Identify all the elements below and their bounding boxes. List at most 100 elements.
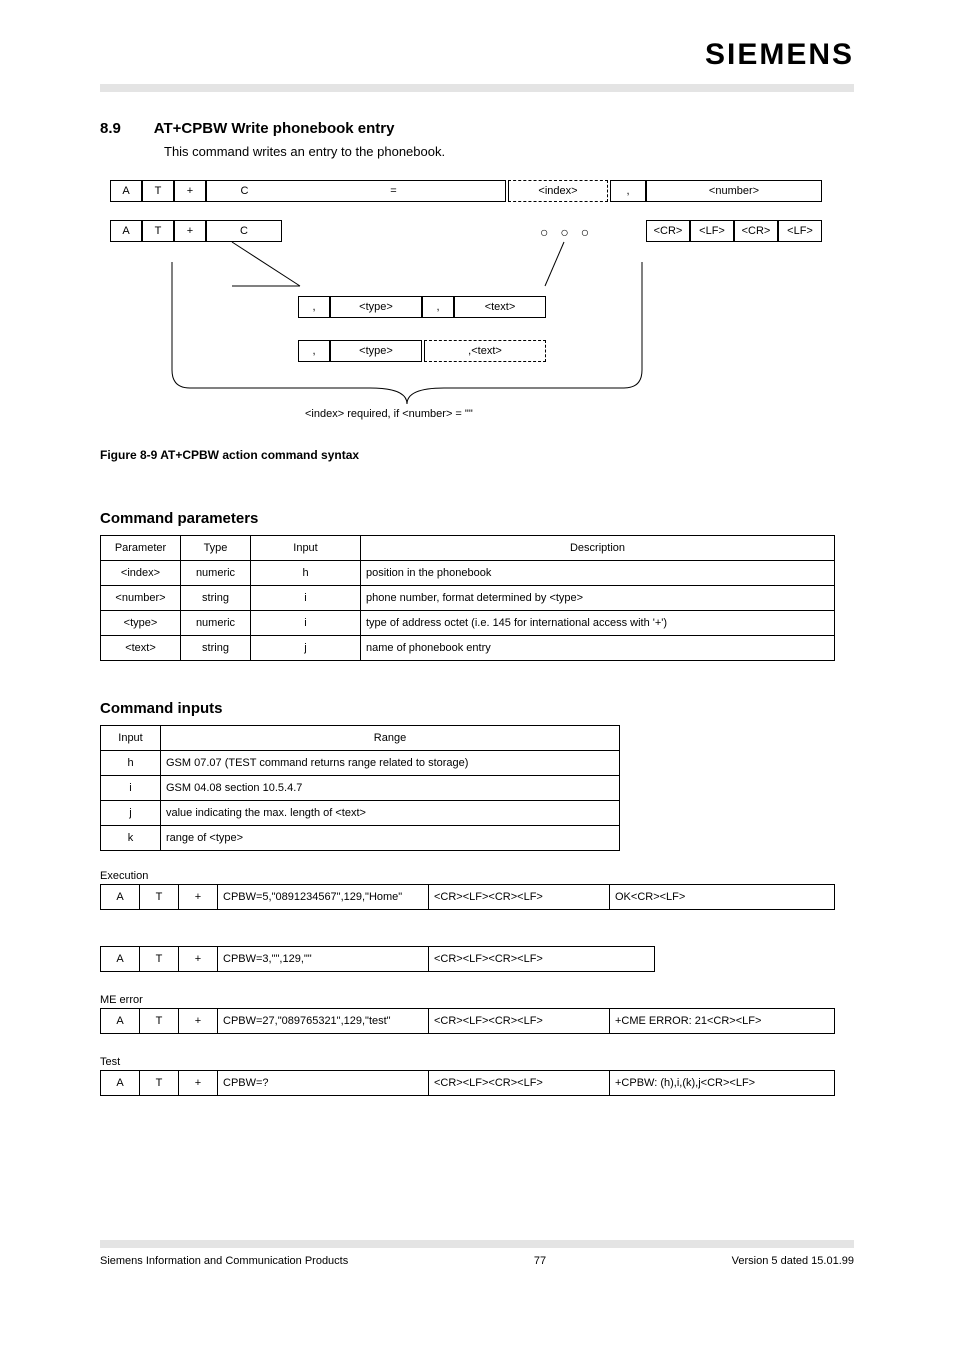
syntax-diagram: A T + C = <index> , <number> A T + C ○ ○… <box>110 180 830 440</box>
cell: j <box>101 801 161 826</box>
table-row: <number> string i phone number, format d… <box>101 586 835 611</box>
footer-center: 77 <box>534 1255 546 1267</box>
cell: j <box>251 636 361 661</box>
diag-cell: <CR> <box>646 220 690 242</box>
diag-cell: , <box>298 296 330 318</box>
section-heading: 8.9 AT+CPBW Write phonebook entry <box>100 120 394 138</box>
table-row: <type> numeric i type of address octet (… <box>101 611 835 636</box>
cell: +CPBW: (h),i,(k),j<CR><LF> <box>610 1071 835 1096</box>
section-title-text: AT+CPBW Write phonebook entry <box>154 120 395 137</box>
cell: + <box>179 885 218 910</box>
figure-caption: Figure 8-9 AT+CPBW action command syntax <box>100 448 359 462</box>
cell: <CR><LF><CR><LF> <box>429 885 610 910</box>
cell: GSM 04.08 section 10.5.4.7 <box>161 776 620 801</box>
cell: <type> <box>101 611 181 636</box>
diag-cell: <LF> <box>690 220 734 242</box>
diag-cell: T <box>142 180 174 202</box>
cell: name of phonebook entry <box>361 636 835 661</box>
cell: i <box>251 586 361 611</box>
cell: range of <type> <box>161 826 620 851</box>
diag-cell: <type> <box>330 296 422 318</box>
example-row: A T + CPBW=3,"",129,"" <CR><LF><CR><LF> <box>100 946 655 972</box>
cell: string <box>181 586 251 611</box>
example-row: A T + CPBW=? <CR><LF><CR><LF> +CPBW: (h)… <box>100 1070 835 1096</box>
diag-cell: , <box>610 180 646 202</box>
cell: i <box>251 611 361 636</box>
top-divider <box>100 84 854 92</box>
cell: h <box>101 751 161 776</box>
col-header: Input <box>251 536 361 561</box>
cell: OK<CR><LF> <box>610 885 835 910</box>
cell: type of address octet (i.e. 145 for inte… <box>361 611 835 636</box>
cell: CPBW=5,"0891234567",129,"Home" <box>218 885 429 910</box>
cell: + <box>179 1009 218 1034</box>
diag-cell: , <box>298 340 330 362</box>
cell: A <box>101 885 140 910</box>
cell: i <box>101 776 161 801</box>
section-number: 8.9 <box>100 120 121 137</box>
table-row: i GSM 04.08 section 10.5.4.7 <box>101 776 620 801</box>
example-label: ME error <box>100 994 143 1006</box>
cell: <CR><LF><CR><LF> <box>429 947 655 972</box>
diag-cell: C <box>206 180 282 202</box>
cell: GSM 07.07 (TEST command returns range re… <box>161 751 620 776</box>
cell: numeric <box>181 561 251 586</box>
cell: T <box>140 1071 179 1096</box>
cell: CPBW=27,"089765321",129,"test" <box>218 1009 429 1034</box>
cell: + <box>179 947 218 972</box>
diag-cell-optional: ,<text> <box>424 340 546 362</box>
cell: numeric <box>181 611 251 636</box>
diag-ellipsis: ○ ○ ○ <box>540 224 593 240</box>
diag-cell: , <box>422 296 454 318</box>
cell: string <box>181 636 251 661</box>
cell: +CME ERROR: 21<CR><LF> <box>610 1009 835 1034</box>
diag-cell: <number> <box>646 180 822 202</box>
inputs-table: Input Range h GSM 07.07 (TEST command re… <box>100 725 620 851</box>
footer-right: Version 5 dated 15.01.99 <box>732 1255 854 1267</box>
cell: <CR><LF><CR><LF> <box>429 1009 610 1034</box>
table-row: j value indicating the max. length of <t… <box>101 801 620 826</box>
col-header: Input <box>101 726 161 751</box>
cell: phone number, format determined by <type… <box>361 586 835 611</box>
page-footer: Siemens Information and Communication Pr… <box>100 1255 854 1267</box>
diag-cell: T <box>142 220 174 242</box>
col-header: Description <box>361 536 835 561</box>
col-header: Type <box>181 536 251 561</box>
diag-cell: A <box>110 180 142 202</box>
cell: k <box>101 826 161 851</box>
cell: CPBW=3,"",129,"" <box>218 947 429 972</box>
cell: <text> <box>101 636 181 661</box>
diag-cell: <text> <box>454 296 546 318</box>
bottom-divider <box>100 1240 854 1248</box>
diag-cell: <LF> <box>778 220 822 242</box>
cell: + <box>179 1071 218 1096</box>
cell: A <box>101 1009 140 1034</box>
example-label: Execution <box>100 870 148 882</box>
diag-note: <index> required, if <number> = "" <box>305 408 473 420</box>
footer-left: Siemens Information and Communication Pr… <box>100 1255 348 1267</box>
diag-cell: + <box>174 220 206 242</box>
diag-cell: A <box>110 220 142 242</box>
table-row: k range of <type> <box>101 826 620 851</box>
cell: <CR><LF><CR><LF> <box>429 1071 610 1096</box>
cell: A <box>101 947 140 972</box>
diag-cell: <CR> <box>734 220 778 242</box>
cell: T <box>140 885 179 910</box>
example-row: A T + CPBW=5,"0891234567",129,"Home" <CR… <box>100 884 835 910</box>
cell: position in the phonebook <box>361 561 835 586</box>
diag-cell: C <box>206 220 282 242</box>
table-header-row: Input Range <box>101 726 620 751</box>
table-header-row: Parameter Type Input Description <box>101 536 835 561</box>
example-label: Test <box>100 1056 120 1068</box>
table-row: <text> string j name of phonebook entry <box>101 636 835 661</box>
cell: A <box>101 1071 140 1096</box>
cell: h <box>251 561 361 586</box>
brand-logo: SIEMENS <box>705 38 854 72</box>
example-row: A T + CPBW=27,"089765321",129,"test" <CR… <box>100 1008 835 1034</box>
col-header: Parameter <box>101 536 181 561</box>
cell: CPBW=? <box>218 1071 429 1096</box>
cell: <number> <box>101 586 181 611</box>
cell: <index> <box>101 561 181 586</box>
params-heading: Command parameters <box>100 510 258 527</box>
cell: value indicating the max. length of <tex… <box>161 801 620 826</box>
